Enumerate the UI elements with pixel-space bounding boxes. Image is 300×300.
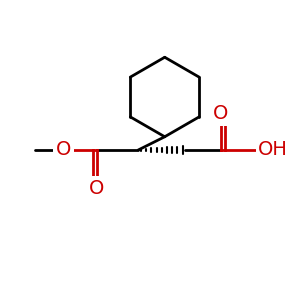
Text: O: O <box>213 104 228 123</box>
Text: O: O <box>56 140 71 160</box>
Text: OH: OH <box>257 140 287 160</box>
Text: O: O <box>89 179 105 198</box>
